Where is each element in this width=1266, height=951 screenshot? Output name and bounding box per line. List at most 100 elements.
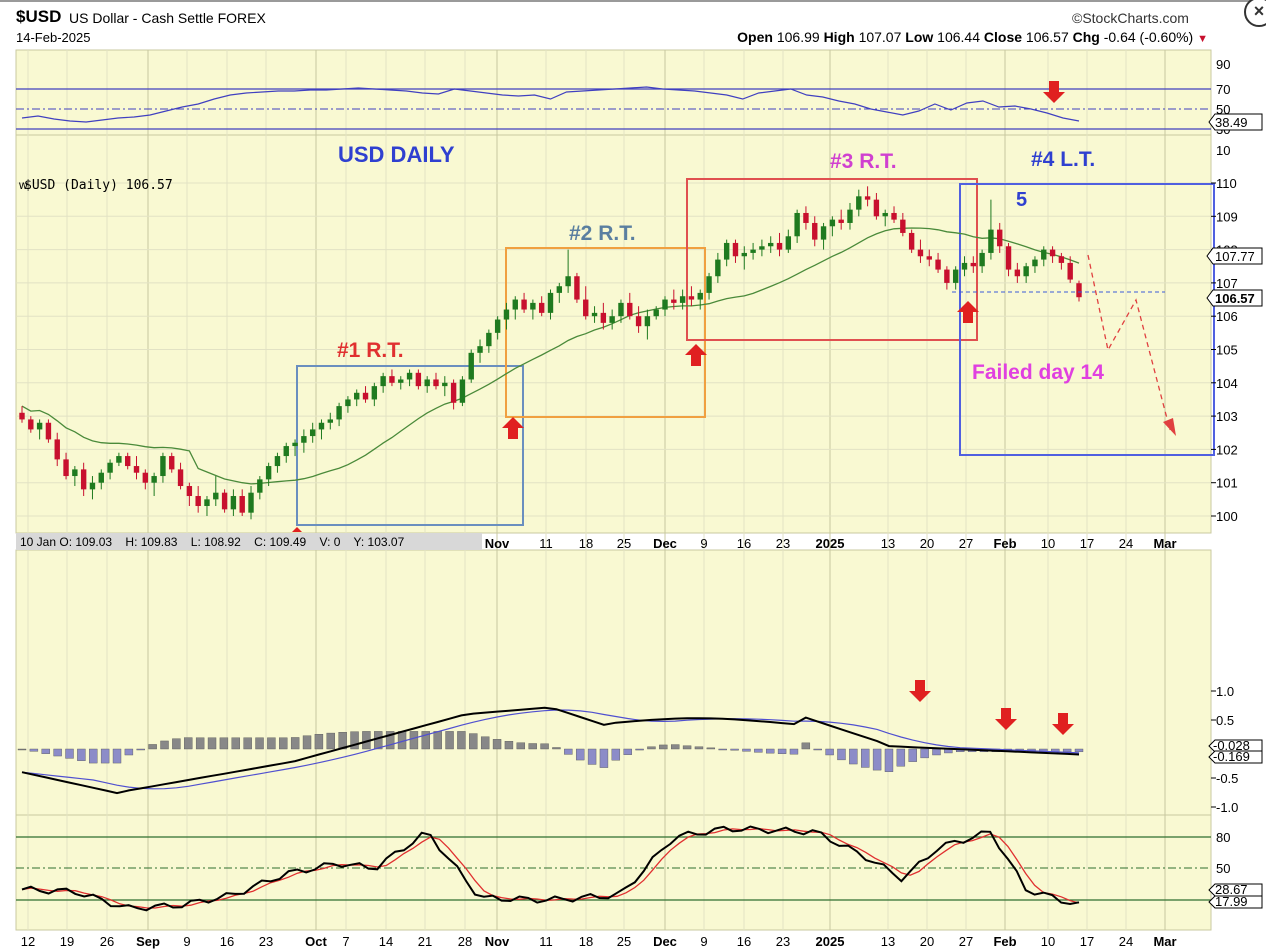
macd-series [17,706,1084,795]
stoch-tick-label: 80 [1216,830,1230,845]
candle-body [371,386,378,400]
macd-histogram-bar [279,737,288,750]
macd-histogram-bar [314,734,324,750]
bottom-xtick: 27 [959,934,973,949]
macd-panel [15,549,1212,816]
bottom-xtick: 28 [458,934,472,949]
candle-body [609,316,615,323]
mid-xtick: 9 [700,536,707,551]
candle-body [750,249,756,253]
candle-body [19,412,25,420]
bottom-date-axis: 12 19 26 Sep 9 16 23 Oct 7 14 21 28 Nov 11 18 25 Dec 9 16 2… [21,934,1177,949]
macd-histogram-bar [504,741,514,750]
mid-date-axis: Nov 11 18 25 Dec 9 16 23 2025 13 20 27 Feb 10 17 24 Mar [485,536,1177,551]
candle-body [662,299,668,310]
candle-body [72,469,78,477]
candle-body [794,212,800,237]
price-tick-label: 107 [1216,276,1238,291]
price-legend-icon: w [18,178,28,192]
price-tick-label: 109 [1216,209,1238,224]
candle-body [706,276,712,293]
candle-body [1041,249,1047,260]
rsi-tick-label: 10 [1216,143,1230,158]
macd-tick-label: -0.5 [1216,771,1238,786]
price-tick-label: 105 [1216,343,1238,358]
bottom-xtick: 24 [1119,934,1133,949]
macd-histogram-bar [445,731,454,750]
candle-body [442,382,448,387]
macd-histogram-bar [53,748,62,757]
candle-body [644,316,651,327]
macd-histogram-bar [516,742,526,750]
macd-histogram-bar [17,748,27,751]
macd-histogram-bar [682,745,692,750]
macd-histogram-bar [267,737,276,750]
macd-histogram-bar [433,731,442,750]
macd-histogram-bar [184,737,193,750]
bottom-xtick: 16 [220,934,234,949]
candle-body [36,422,43,430]
bottom-xtick: Sep [136,934,160,949]
close-label: Close [983,29,1023,45]
up-arrow-icon [502,417,524,439]
mid-xtick: 11 [539,536,553,551]
candle-body [935,259,941,270]
mid-xtick: Feb [993,536,1016,551]
candle-body [732,242,739,257]
chg-arrow-icon: ▼ [1197,33,1208,45]
candle-body [618,302,624,317]
candle-body [627,302,633,317]
close-value: 106.57 [1025,29,1069,45]
bottom-xtick: 9 [183,934,190,949]
price-tick-label: 100 [1216,509,1238,524]
macd-value-box [1208,739,1263,753]
macd-histogram-bar [243,737,252,750]
macd-histogram-bar [754,748,763,753]
candle-body [653,309,659,317]
stoch-value: 28.67 [1215,882,1248,897]
label-box4: #4 L.T. [1031,148,1095,171]
candle-body [547,292,554,313]
macd-histogram-bar [350,731,359,750]
macd-histogram-bar [552,747,561,750]
macd-histogram-bar [124,748,134,756]
candle-body [829,219,836,227]
macd-histogram-bar [65,748,74,759]
macd-histogram-bar [694,746,704,750]
candle-body [45,422,52,440]
candle-body [812,222,818,240]
macd-histogram-bar [587,748,597,765]
ma-value-tag-box [1206,247,1263,265]
macd-value-box [1208,750,1263,764]
candle-body [1058,256,1065,263]
macd-histogram-bar [136,748,145,751]
info-bar-text: 10 Jan O: 109.03 H: 109.83 L: 108.92 C: … [20,535,405,549]
macd-tick-label: -1.0 [1216,800,1238,815]
rsi-series [21,86,1080,123]
mid-xtick: 16 [737,536,751,551]
bottom-xtick: 21 [418,934,432,949]
candle-body [776,242,783,250]
label-wave5: 5 [1016,189,1027,211]
close-icon[interactable]: × [1244,0,1266,27]
macd-histogram-bar [884,748,894,772]
price-tick-label: 102 [1216,442,1238,457]
macd-histogram-bar [528,743,537,750]
candle-body [503,309,510,320]
rsi-value: 38.49 [1215,115,1248,130]
candle-body [494,319,501,333]
mid-xtick: Mar [1153,536,1176,551]
macd-histogram-bar [207,737,217,750]
stoch-value: 17.99 [1215,894,1248,909]
macd-histogram-bar [255,737,264,750]
macd-histogram-bar [160,740,169,750]
symbol-label: $USD [16,7,62,26]
candle-body [952,269,959,283]
high-label: High [823,29,855,45]
macd-histogram-bar [575,748,585,761]
macd-histogram-bar [813,748,822,751]
label-failed: Failed day 14 [972,361,1104,384]
mid-xtick: 18 [579,536,593,551]
candle-body [530,302,536,310]
